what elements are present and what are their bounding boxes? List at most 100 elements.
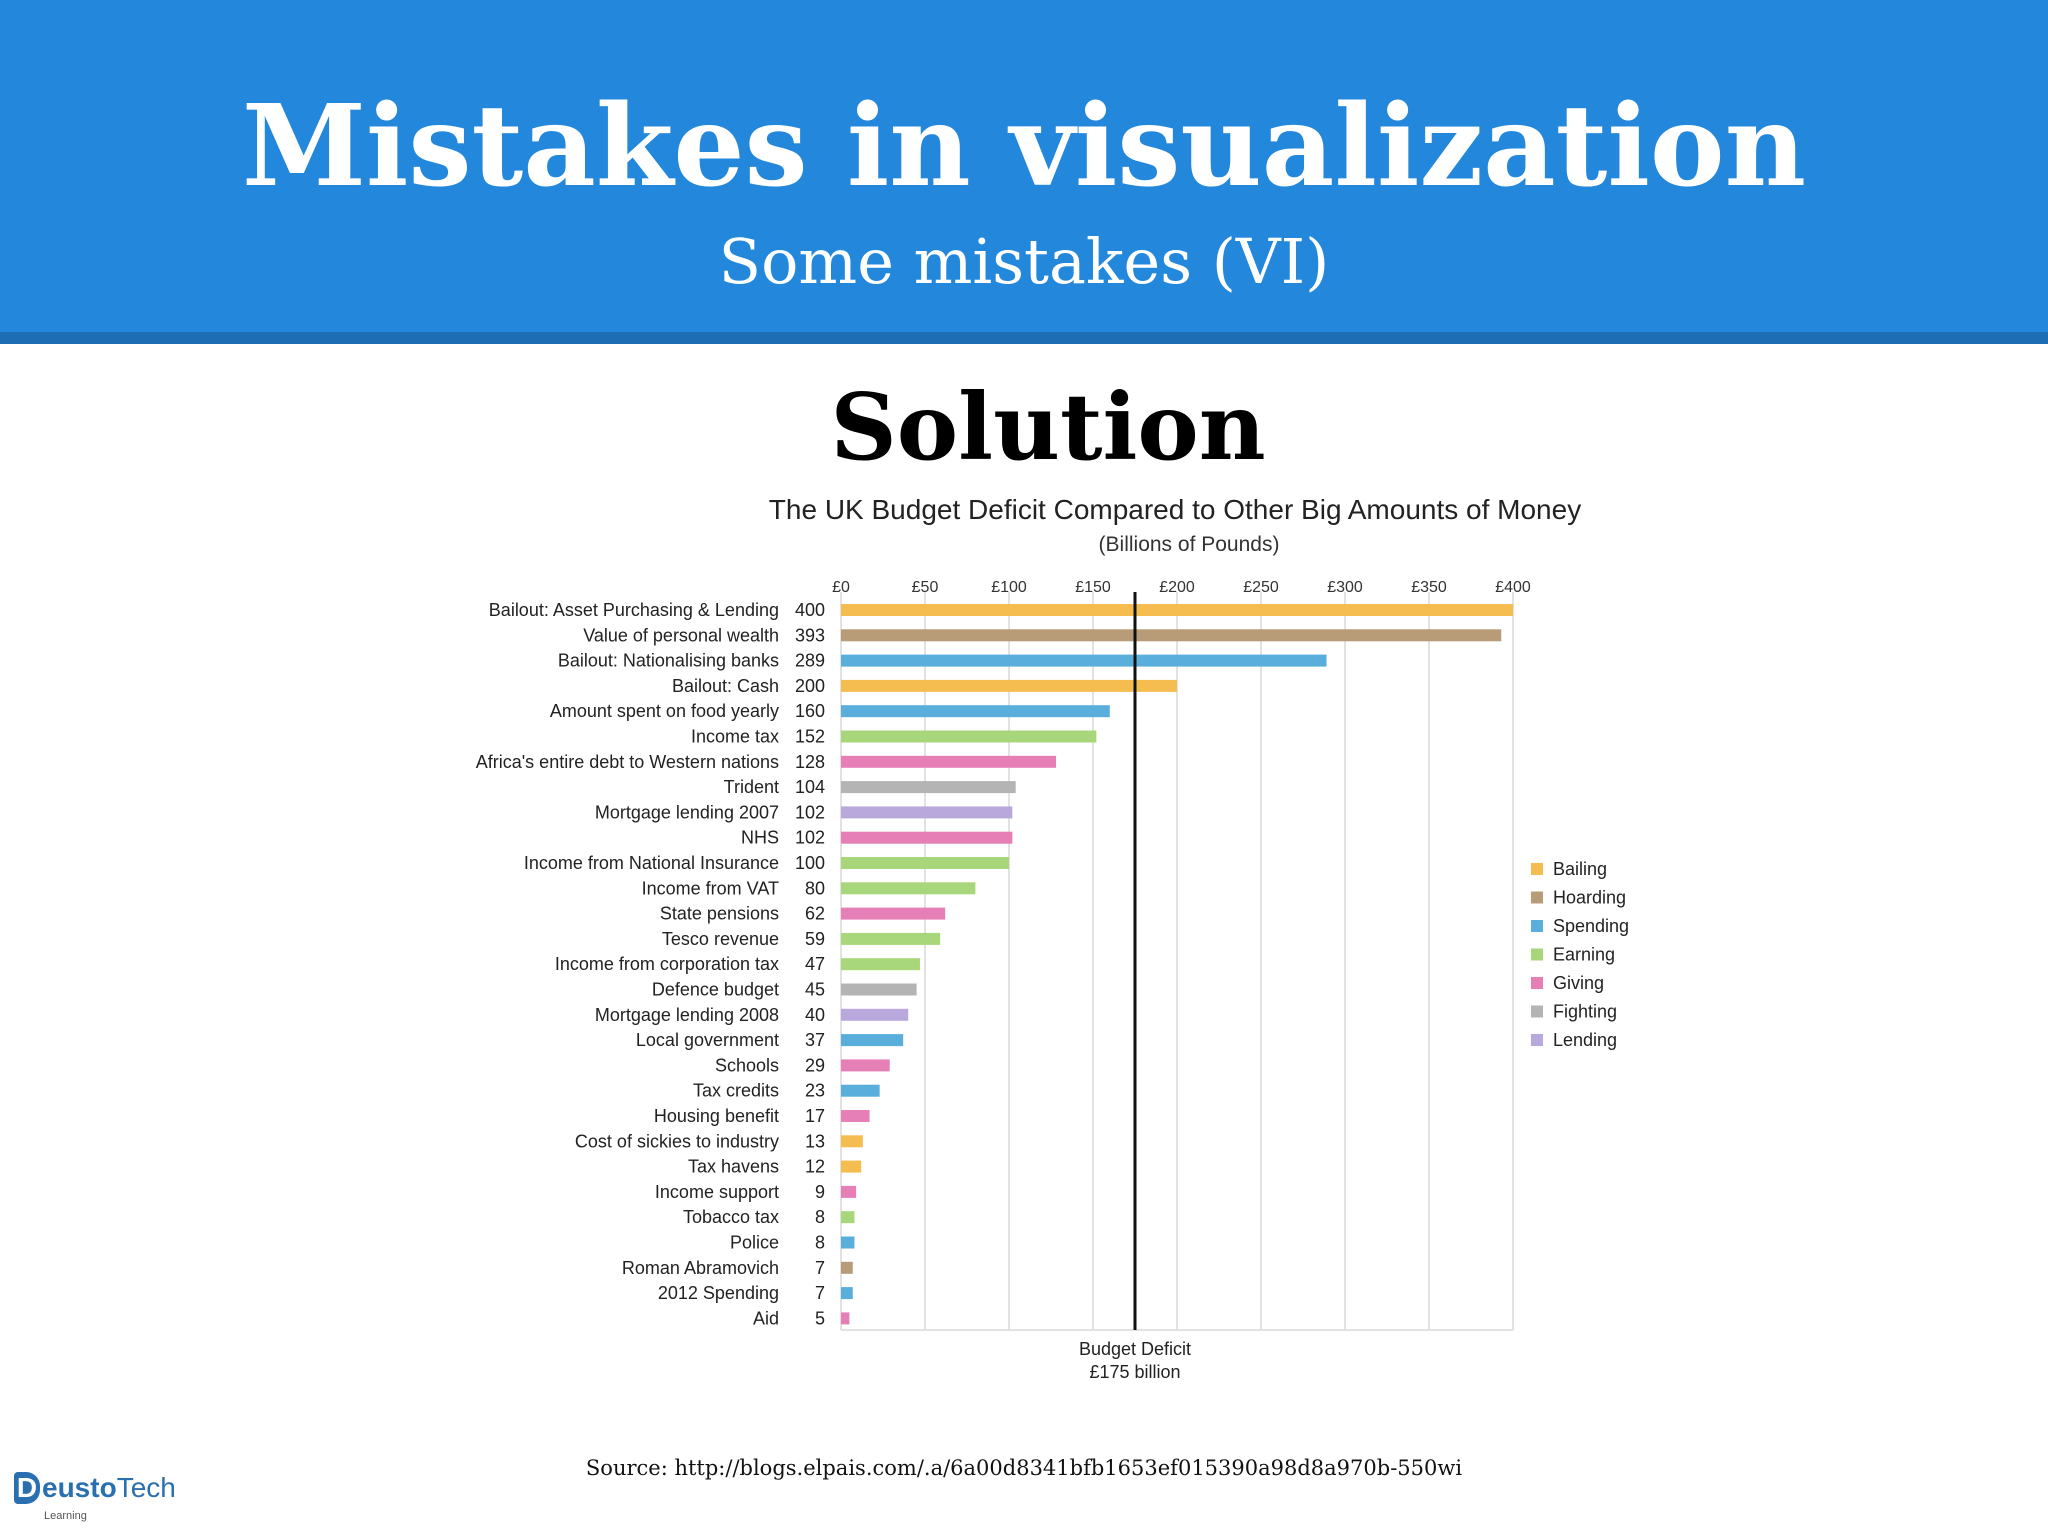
category-label: Amount spent on food yearly	[550, 701, 779, 721]
category-label: Police	[730, 1233, 779, 1253]
data-label: 5	[815, 1308, 825, 1328]
data-label: 7	[815, 1258, 825, 1278]
legend-swatch	[1531, 1005, 1543, 1018]
legend-swatch	[1531, 977, 1543, 989]
chart-title: The UK Budget Deficit Compared to Other …	[769, 494, 1581, 525]
legend-label: Hoarding	[1553, 888, 1626, 908]
logo-mark: D	[14, 1472, 40, 1504]
logo-name-a: eusto	[42, 1472, 117, 1503]
category-label: Bailout: Cash	[672, 676, 779, 696]
legend-label: Earning	[1553, 945, 1615, 965]
slide-title: Mistakes in visualization	[241, 81, 1807, 212]
data-label: 45	[805, 980, 825, 1000]
bar	[841, 679, 1177, 692]
bar	[841, 857, 1009, 869]
x-tick-label: £0	[832, 579, 850, 596]
category-label: Value of personal wealth	[583, 625, 779, 645]
category-label: 2012 Spending	[658, 1283, 779, 1303]
category-label: Bailout: Asset Purchasing & Lending	[489, 600, 779, 620]
slide-subtitle: Some mistakes (VI)	[718, 225, 1330, 298]
bar	[841, 1160, 862, 1173]
category-label: Local government	[636, 1030, 779, 1050]
deustotech-logo: D eustoTech Learning	[14, 1468, 214, 1528]
bar	[841, 907, 946, 920]
data-label: 13	[805, 1131, 825, 1151]
category-label: Tobacco tax	[683, 1207, 779, 1227]
category-label: Income from VAT	[642, 878, 779, 898]
x-tick-label: £200	[1159, 579, 1195, 596]
data-label: 128	[795, 752, 825, 772]
data-label: 40	[805, 1005, 825, 1025]
data-label: 47	[805, 954, 825, 974]
category-label: Tax havens	[688, 1157, 779, 1177]
bar	[841, 1084, 880, 1097]
data-label: 104	[795, 777, 825, 797]
value-labels: 4003932892001601521281041021021008062594…	[795, 600, 825, 1328]
category-label: Bailout: Nationalising banks	[558, 651, 779, 671]
logo-name-b: Tech	[116, 1472, 176, 1503]
bar	[841, 1261, 853, 1274]
data-label: 8	[815, 1207, 825, 1227]
data-label: 102	[795, 802, 825, 822]
category-label: Income from corporation tax	[555, 954, 779, 974]
bar	[841, 629, 1502, 642]
x-axis-ticks: £0 £50 £100 £150 £200 £250 £300 £350 £400	[832, 579, 1531, 596]
x-tick-label: £250	[1243, 579, 1279, 596]
bar	[841, 781, 1016, 794]
category-label: Roman Abramovich	[622, 1258, 779, 1278]
legend-swatch	[1531, 920, 1543, 932]
bar	[841, 1008, 909, 1021]
bar	[841, 1034, 904, 1047]
bar	[841, 604, 1513, 616]
title-banner: Mistakes in visualization Some mistakes …	[0, 0, 2048, 344]
data-label: 80	[805, 878, 825, 898]
bar	[841, 654, 1327, 667]
x-tick-label: £150	[1075, 579, 1111, 596]
chart-bars	[841, 604, 1513, 1325]
legend-label: Spending	[1553, 916, 1629, 936]
data-label: 37	[805, 1030, 825, 1050]
chart-legend: Bailing Hoarding Spending Earning Giving Figh…	[1531, 859, 1629, 1050]
bar	[841, 1135, 863, 1148]
bar	[841, 958, 920, 971]
x-tick-label: £50	[912, 579, 939, 596]
source-citation: Source: http://blogs.elpais.com/.a/6a00d…	[585, 1456, 1463, 1480]
chart-grid	[840, 592, 1514, 1331]
category-label: Income from National Insurance	[524, 853, 779, 873]
category-labels: Bailout: Asset Purchasing & Lending Value…	[476, 600, 779, 1328]
category-label: Income tax	[691, 727, 779, 747]
category-label: Tesco revenue	[662, 929, 779, 949]
data-label: 29	[805, 1055, 825, 1075]
reference-label-2: £175 billion	[1089, 1362, 1180, 1382]
category-label: Aid	[753, 1308, 779, 1328]
bar	[841, 705, 1110, 718]
x-tick-label: £100	[991, 579, 1027, 596]
bar	[841, 806, 1013, 819]
data-label: 17	[805, 1106, 825, 1126]
bar	[841, 1211, 855, 1224]
category-label: Trident	[724, 777, 779, 797]
bar	[841, 1110, 870, 1122]
category-label: Africa's entire debt to Western nations	[476, 752, 779, 772]
bar	[841, 983, 917, 996]
x-tick-label: £400	[1495, 579, 1531, 596]
data-label: 200	[795, 676, 825, 696]
data-label: 9	[815, 1182, 825, 1202]
data-label: 23	[805, 1081, 825, 1101]
data-label: 152	[795, 727, 825, 747]
category-label: Tax credits	[693, 1081, 779, 1101]
category-label: State pensions	[660, 904, 779, 924]
category-label: Income support	[655, 1182, 779, 1202]
logo-subtitle: Learning	[44, 1510, 87, 1522]
bar	[841, 730, 1097, 743]
bar	[841, 932, 941, 945]
category-label: NHS	[741, 828, 779, 848]
data-label: 12	[805, 1157, 825, 1177]
data-label: 8	[815, 1233, 825, 1253]
legend-label: Bailing	[1553, 859, 1607, 879]
legend-label: Fighting	[1553, 1002, 1617, 1022]
category-label: Mortgage lending 2007	[595, 802, 779, 822]
bar	[841, 1312, 850, 1325]
data-label: 100	[795, 853, 825, 873]
logo-name: eustoTech	[42, 1472, 176, 1504]
